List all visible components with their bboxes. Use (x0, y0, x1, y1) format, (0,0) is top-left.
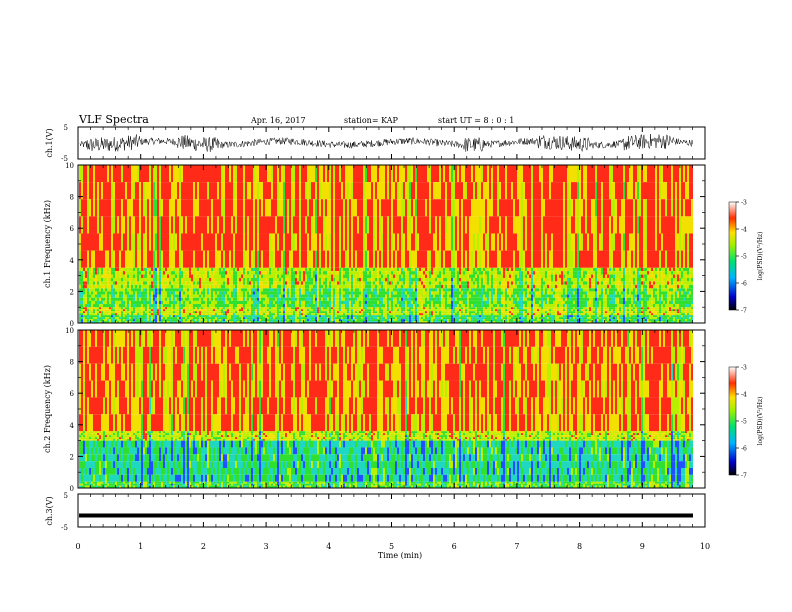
x-tick-label: 5 (389, 542, 394, 551)
station-label: station= KAP (344, 116, 399, 125)
x-tick-label: 6 (452, 542, 457, 551)
ch2-spectrogram-ylabel: ch.2 Frequency (kHz) (43, 365, 52, 453)
ch3-waveform-ylabel: ch.3(V) (45, 496, 54, 525)
colorbar-2-label: log(PSD)(V²/Hz) (757, 397, 764, 446)
ch1-spectrogram-ytick-label: 6 (70, 225, 75, 233)
ch2-spectrogram-image (79, 330, 705, 488)
colorbar-1-tick-label: -5 (741, 254, 747, 261)
colorbar-2-tick-label: -3 (741, 365, 747, 372)
colorbar-2: -3 -4 -5 -6 -7 log(PSD)(V²/Hz) (728, 365, 764, 480)
x-tick-label: 3 (264, 542, 269, 551)
x-tick-label: 4 (326, 542, 331, 551)
colorbar-2-tick-label: -6 (741, 446, 747, 453)
ch1-waveform-panel: 5 -5 ch.1(V) (45, 124, 706, 163)
colorbar-1-tick-label: -4 (741, 227, 747, 234)
ch2-spectrogram-panel: 0 2 4 6 8 10 ch.2 Frequency (kHz) (43, 327, 706, 493)
ch1-spectrogram-panel: 0 2 4 6 8 10 ch.1 Frequency (kHz) (43, 162, 706, 328)
ch2-spectrogram-ytick-label: 10 (65, 327, 74, 335)
x-tick-label: 8 (577, 542, 582, 551)
ch1-spectrogram-ytick-label: 8 (70, 194, 74, 202)
ch3-ytick-bottom: -5 (61, 524, 68, 532)
ch1-waveform-trace (79, 133, 693, 152)
ch1-spectrogram-ytick-label: 2 (70, 288, 74, 296)
colorbar-1-tick-label: -3 (741, 200, 747, 207)
date-label: Apr. 16, 2017 (250, 116, 306, 125)
ch3-waveform-line (79, 513, 693, 518)
ch2-spectrogram-ytick-label: 6 (70, 390, 75, 398)
ch1-spectrogram-ytick-label: 10 (65, 162, 74, 170)
ch2-spectrogram-ytick-label: 8 (70, 359, 74, 367)
x-axis-tick-labels: 0 1 2 3 4 5 6 7 8 9 10 (75, 542, 710, 551)
ch1-waveform-line (79, 133, 693, 152)
ch3-waveform-panel: 5 -5 ch.3(V) (45, 492, 706, 532)
colorbar-2-tick-label: -7 (741, 473, 747, 480)
colorbar-1-label: log(PSD)(V²/Hz) (757, 232, 764, 281)
x-tick-label: 2 (201, 542, 206, 551)
ch1-spectrogram-ytick-label: 0 (70, 320, 74, 328)
ch1-spectrogram-ylabel: ch.1 Frequency (kHz) (43, 200, 52, 288)
colorbar-1-tick-label: -6 (741, 281, 747, 288)
colorbar-1-tick-label: -7 (741, 308, 747, 315)
x-tick-label: 1 (138, 542, 143, 551)
start-label: start UT = 8 : 0 : 1 (438, 116, 514, 125)
ch1-waveform-ylabel: ch.1(V) (45, 128, 54, 157)
ch2-spectrogram-ytick-label: 0 (70, 485, 74, 493)
ch1-spectrogram-image (79, 165, 705, 323)
x-tick-label: 10 (700, 542, 710, 551)
colorbar-1: -3 -4 -5 -6 -7 log(PSD)(V²/Hz) (728, 200, 764, 315)
x-axis-label: Time (min) (378, 551, 422, 560)
x-tick-label: 9 (640, 542, 645, 551)
colorbar-2-tick-label: -5 (741, 419, 747, 426)
ch1-spectrogram-ytick-label: 4 (70, 257, 75, 265)
x-tick-label: 0 (75, 542, 80, 551)
colorbar-2-tick-label: -4 (741, 392, 747, 399)
ch1-ytick-bottom: -5 (61, 155, 68, 163)
x-axis-ticks (77, 127, 706, 527)
ch3-ytick-top: 5 (64, 492, 68, 500)
ch2-spectrogram-ytick-label: 4 (70, 422, 75, 430)
figure-title: VLF Spectra (78, 113, 149, 126)
ch2-spectrogram-ytick-label: 2 (70, 453, 74, 461)
ch1-ytick-top: 5 (64, 124, 68, 132)
x-tick-label: 7 (514, 542, 519, 551)
